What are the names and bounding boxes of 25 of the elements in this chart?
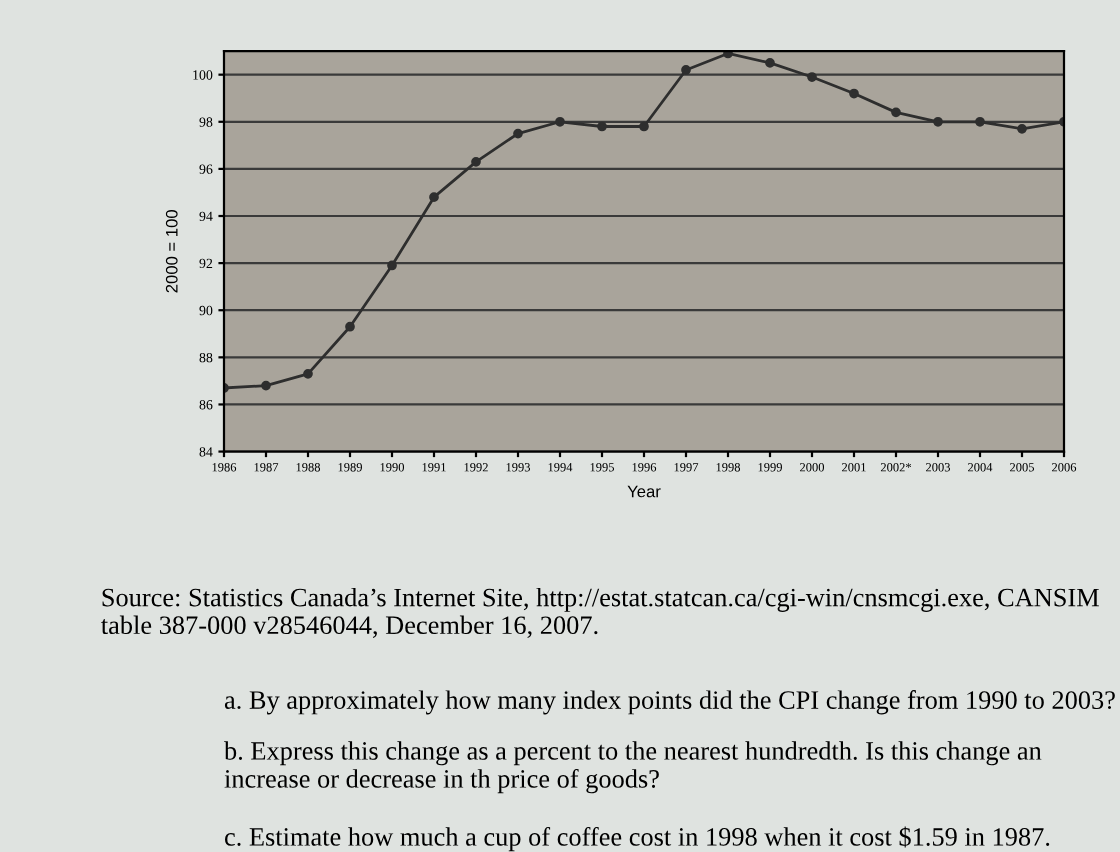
- point: [429, 192, 439, 203]
- source-note: Source: Statistics Canada’s Internet Site, http://estat.statcan.ca/cgi-win/cnsmcgi.exe, CANSIM table 387-000 v28546044, December 16, 2007.: [101, 587, 1099, 638]
- point: [849, 88, 859, 99]
- point: [891, 107, 901, 118]
- text: b. Express this change as a percent to the nearest hundredth. Is this change an increase or decrease in th price of goods?: [224, 741, 1042, 794]
- point: [1017, 123, 1027, 134]
- point: [597, 121, 607, 132]
- point: [261, 380, 271, 391]
- point: [345, 321, 355, 332]
- point: [387, 260, 397, 271]
- point: [975, 116, 985, 127]
- y-axis-title: 2000 = 100: [165, 210, 178, 293]
- x-axis-title: Year: [627, 485, 661, 498]
- point: [933, 116, 943, 127]
- text: c. Estimate how much a cup of coffee cost in 1998 when it cost $1.59 in 1987.: [225, 826, 1050, 852]
- point: [471, 156, 481, 167]
- point: [513, 128, 523, 139]
- text: a. By approximately how many index points did the CPI change from 1990 to 2003?: [224, 690, 1115, 715]
- point: [807, 72, 817, 82]
- point: [681, 65, 691, 75]
- point: [723, 51, 733, 59]
- point: [639, 121, 649, 132]
- point: [303, 368, 313, 379]
- point: [765, 58, 775, 68]
- point: [555, 116, 565, 127]
